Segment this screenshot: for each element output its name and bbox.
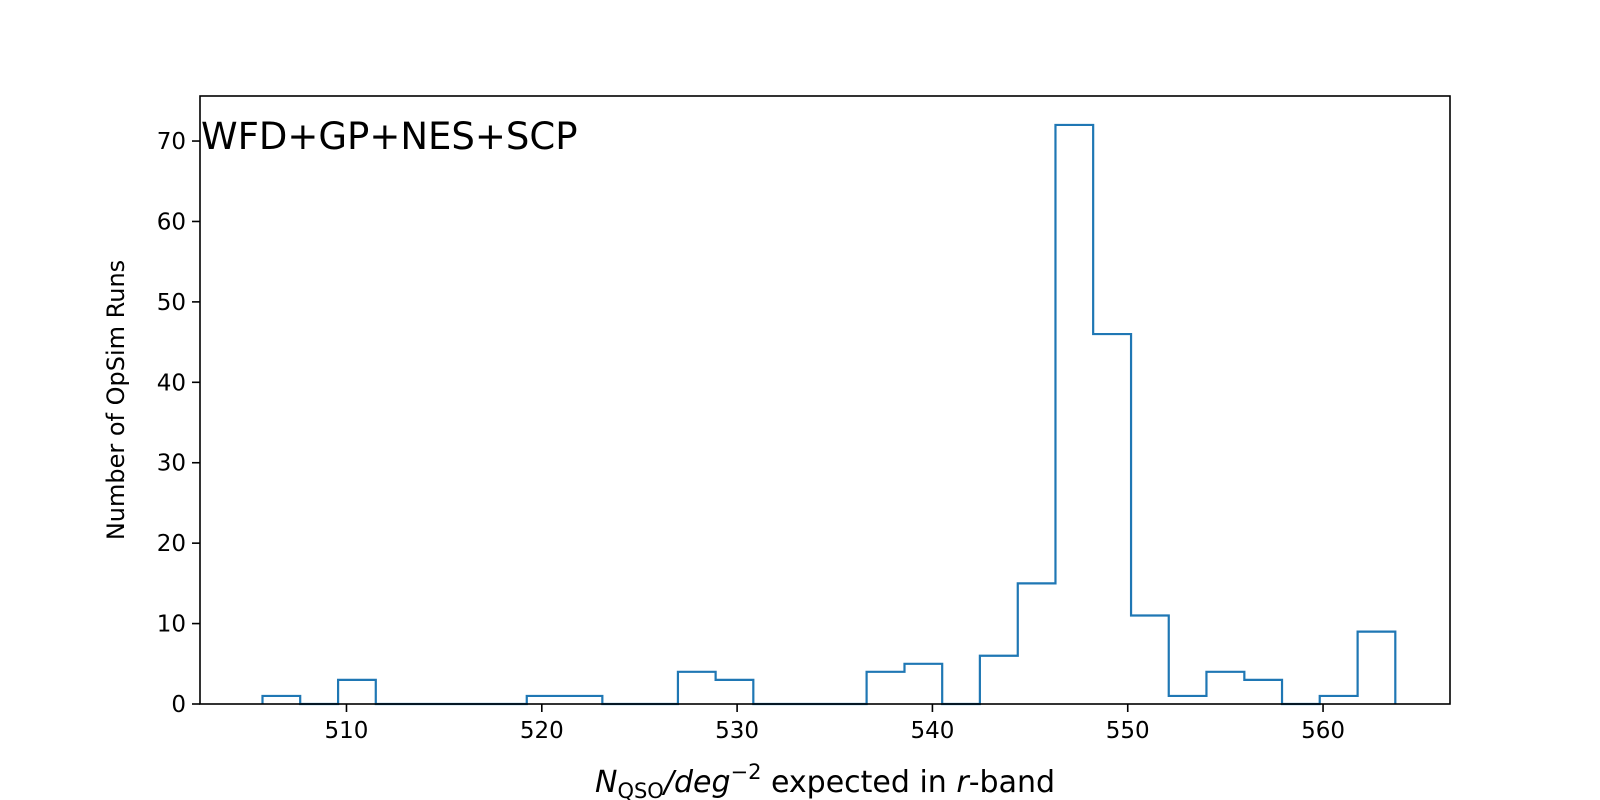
- x-axis-label-band: r: [956, 765, 970, 800]
- x-axis-label-subscript: QSO: [617, 779, 663, 800]
- x-tick-label: 520: [520, 718, 564, 744]
- x-axis-label: NQSO/deg−2 expected in r-band: [595, 760, 1055, 800]
- x-axis-label-main: N: [595, 765, 617, 800]
- x-tick-label: 540: [910, 718, 954, 744]
- y-axis: 0 10 20 30 40 50 60 70: [157, 129, 200, 718]
- y-tick-label: 30: [157, 451, 186, 477]
- x-tick-label: 530: [715, 718, 759, 744]
- x-tick-label: 560: [1301, 718, 1345, 744]
- y-tick-label: 60: [157, 209, 186, 235]
- y-tick-label: 0: [171, 692, 186, 718]
- x-tick-label: 550: [1106, 718, 1150, 744]
- x-axis-label-middle: expected in: [761, 765, 956, 800]
- y-tick-label: 10: [157, 612, 186, 638]
- y-tick-label: 20: [157, 531, 186, 557]
- x-axis-label-unit: deg: [674, 765, 731, 800]
- x-axis-label-superscript: −2: [730, 760, 761, 784]
- x-tick-label: 510: [325, 718, 369, 744]
- y-axis-label: Number of OpSim Runs: [102, 260, 130, 540]
- y-tick-label: 40: [157, 370, 186, 396]
- plot-frame: [199, 95, 1451, 705]
- x-axis-label-slash: /: [661, 765, 677, 800]
- x-axis-label-suffix: -band: [969, 765, 1055, 800]
- y-tick-label: 50: [157, 290, 186, 316]
- y-tick-label: 70: [157, 129, 186, 155]
- annotation-label: WFD+GP+NES+SCP: [201, 115, 578, 158]
- x-axis: 510 520 530 540 550 560: [325, 704, 1345, 744]
